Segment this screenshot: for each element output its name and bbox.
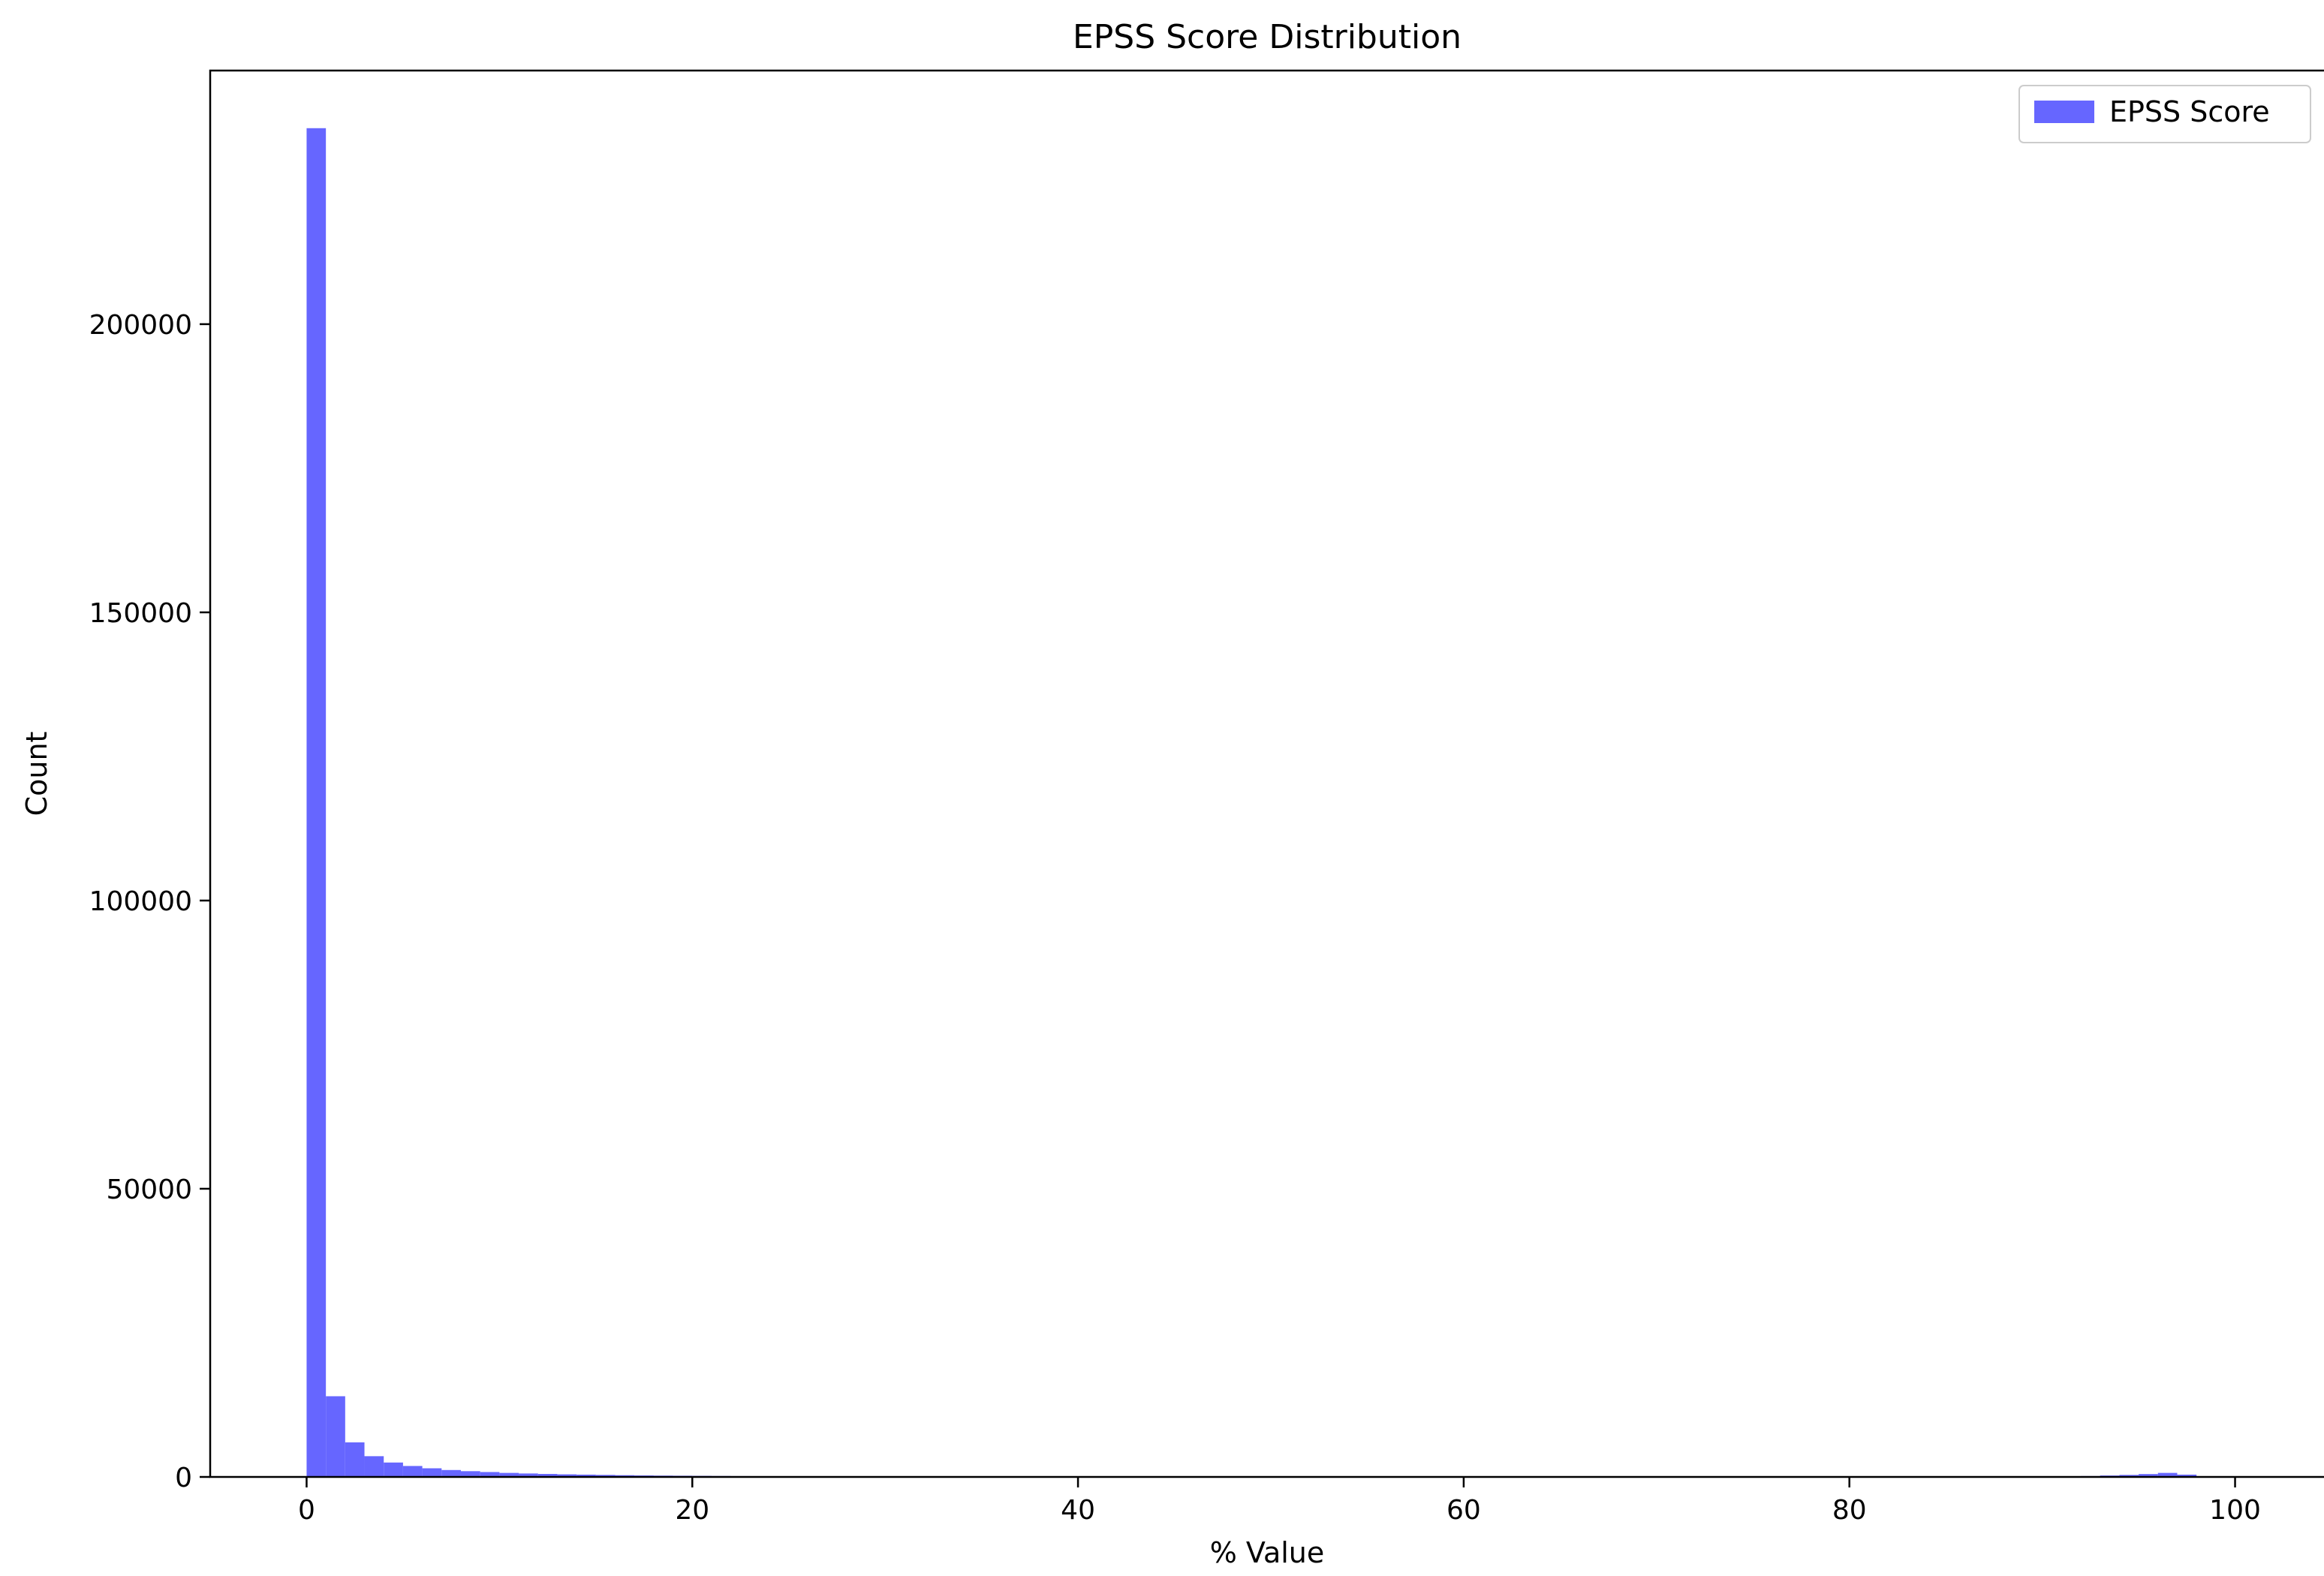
legend-label-epss-score: EPSS Score <box>2109 95 2270 128</box>
histogram-bar-5 <box>402 1466 423 1477</box>
x-tick-label-4: 80 <box>1832 1495 1867 1526</box>
legend-box <box>2018 85 2311 143</box>
histogram-bar-8 <box>460 1471 480 1477</box>
histogram-bar-9 <box>480 1472 500 1477</box>
x-axis-ticks: 0 20 40 60 80 100 <box>298 1477 2261 1526</box>
histogram-bars <box>306 128 2197 1478</box>
legend: EPSS Score <box>2018 85 2311 143</box>
histogram-bar-35 <box>2119 1475 2139 1477</box>
x-tick-label-1: 20 <box>675 1495 709 1526</box>
y-axis-ticks: 0 50000 100000 150000 200000 <box>89 310 210 1493</box>
histogram-bar-11 <box>519 1473 538 1477</box>
histogram-bar-0 <box>306 128 327 1478</box>
x-axis-label: % Value <box>1210 1536 1325 1569</box>
y-tick-label-3: 150000 <box>89 598 192 629</box>
histogram-bar-36 <box>2139 1474 2158 1477</box>
histogram-bar-13 <box>557 1474 577 1477</box>
chart-title: EPSS Score Distribution <box>1073 18 1462 56</box>
histogram-bar-10 <box>499 1472 519 1477</box>
histogram-bar-1 <box>326 1396 345 1477</box>
y-tick-label-1: 50000 <box>106 1174 192 1205</box>
x-tick-label-0: 0 <box>298 1495 315 1526</box>
histogram-bar-38 <box>2177 1474 2197 1477</box>
x-tick-label-2: 40 <box>1061 1495 1095 1526</box>
x-tick-label-5: 100 <box>2209 1495 2261 1526</box>
histogram-bar-15 <box>595 1475 616 1477</box>
histogram-bar-3 <box>364 1456 384 1477</box>
y-tick-label-2: 100000 <box>89 886 192 917</box>
y-axis-label: Count <box>20 732 53 817</box>
histogram-bar-37 <box>2157 1472 2178 1477</box>
y-tick-label-4: 200000 <box>89 310 192 341</box>
histogram-bar-2 <box>345 1442 365 1477</box>
histogram-bar-12 <box>537 1474 558 1477</box>
histogram-bar-6 <box>422 1468 442 1477</box>
y-tick-label-0: 0 <box>175 1463 192 1493</box>
histogram-bar-14 <box>576 1474 596 1477</box>
x-tick-label-3: 60 <box>1446 1495 1481 1526</box>
legend-swatch <box>2034 101 2094 123</box>
histogram-bar-7 <box>441 1469 461 1477</box>
histogram-bar-4 <box>384 1462 403 1477</box>
plot-frame <box>209 69 2324 1478</box>
